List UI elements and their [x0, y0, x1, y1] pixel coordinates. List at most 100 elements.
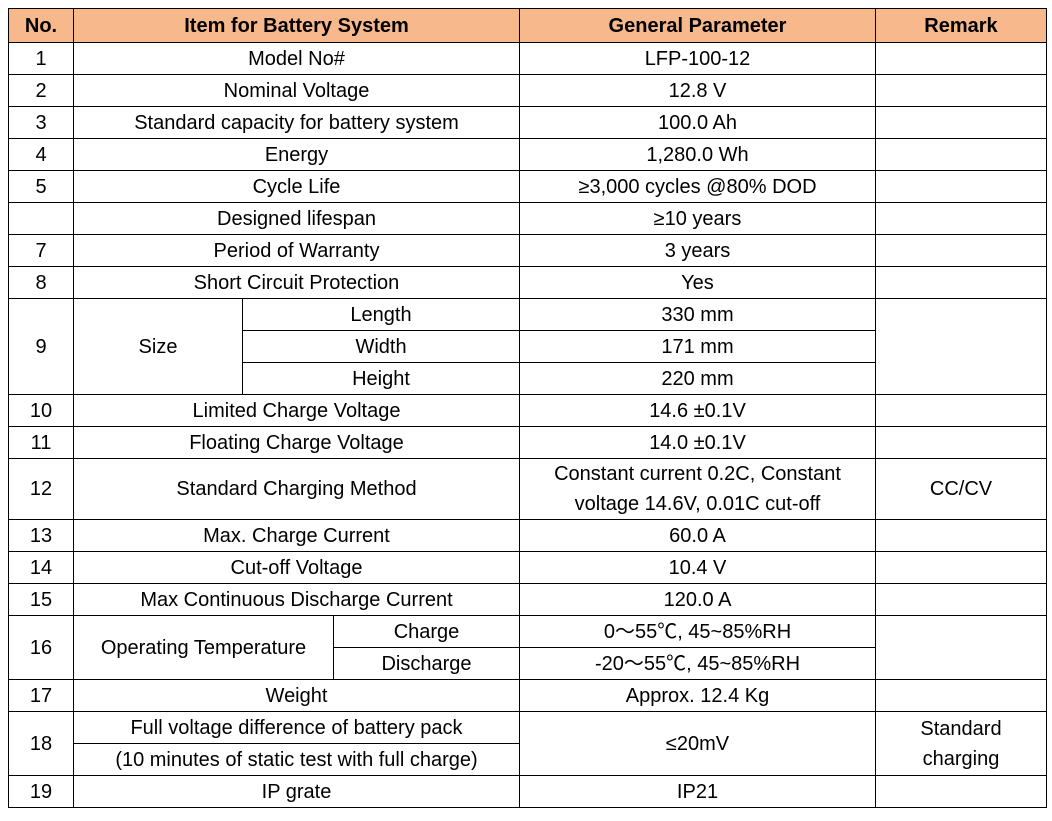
remark-cell: [875, 298, 1047, 395]
row-number: 19: [8, 775, 74, 808]
remark-cell: [875, 679, 1047, 712]
remark-cell: CC/CV: [875, 458, 1047, 520]
row-number: 7: [8, 234, 74, 267]
item-cell: Floating Charge Voltage: [73, 426, 520, 459]
item-cell: Designed lifespan: [73, 202, 520, 235]
remark-cell: [875, 202, 1047, 235]
parameter-cell: 12.8 V: [519, 74, 876, 107]
table-row: (10 minutes of static test with full cha…: [9, 743, 1047, 776]
table-row: 17 Weight Approx. 12.4 Kg: [8, 679, 1047, 712]
table-row: Designed lifespan ≥10 years: [8, 202, 1047, 235]
parameter-cell: ≥3,000 cycles @80% DOD: [519, 170, 876, 203]
parameter-cell: 330 mm: [519, 298, 876, 331]
remark-cell: [875, 138, 1047, 171]
parameter-cell: 14.0 ±0.1V: [519, 426, 876, 459]
header-row: No. Item for Battery System General Para…: [8, 8, 1047, 43]
table-row: 18 Full voltage difference of battery pac…: [8, 711, 1047, 776]
table-row: 8 Short Circuit Protection Yes: [8, 266, 1047, 299]
header-cell: Item for Battery System: [73, 8, 520, 43]
remark-cell: [875, 775, 1047, 808]
row-number: 13: [8, 519, 74, 552]
parameter-cell: Yes: [519, 266, 876, 299]
item-cell: Nominal Voltage: [73, 74, 520, 107]
item-cell: Full voltage difference of battery pack: [73, 711, 520, 744]
sub-item-cell: Charge: [333, 615, 520, 648]
table-row: 5 Cycle Life ≥3,000 cycles @80% DOD: [8, 170, 1047, 203]
remark-cell: [875, 583, 1047, 616]
parameter-cell: 14.6 ±0.1V: [519, 394, 876, 427]
row-number: 15: [8, 583, 74, 616]
table-row: 9 Size Length 330 mm: [8, 298, 1047, 395]
parameter-cell: 220 mm: [519, 362, 876, 395]
parameter-cell: Approx. 12.4 Kg: [519, 679, 876, 712]
remark-cell: Standard charging: [875, 711, 1047, 776]
row-number: 2: [8, 74, 74, 107]
parameter-cell: ≤20mV: [519, 711, 876, 776]
remark-cell: [875, 519, 1047, 552]
table-row: 19 IP grate IP21: [8, 775, 1047, 808]
row-number: 4: [8, 138, 74, 171]
row-number: 10: [8, 394, 74, 427]
parameter-cell: -20～55℃, 45~85%RH: [519, 647, 876, 680]
sub-item-cell: Height: [242, 362, 520, 395]
item-cell: IP grate: [73, 775, 520, 808]
table-row: Discharge -20～55℃, 45~85%RH: [9, 647, 1047, 680]
table-row: 4 Energy 1,280.0 Wh: [8, 138, 1047, 171]
parameter-cell: ≥10 years: [519, 202, 876, 235]
parameter-cell: 60.0 A: [519, 519, 876, 552]
item-cell: Short Circuit Protection: [73, 266, 520, 299]
remark-cell: [875, 551, 1047, 584]
parameter-cell: 100.0 Ah: [519, 106, 876, 139]
remark-cell: [875, 74, 1047, 107]
row-number: 1: [8, 42, 74, 75]
remark-cell: [875, 426, 1047, 459]
remark-cell: [875, 615, 1047, 680]
header-cell: No.: [8, 8, 74, 43]
item-cell: Max Continuous Discharge Current: [73, 583, 520, 616]
remark-cell: [875, 234, 1047, 267]
item-cell: Standard capacity for battery system: [73, 106, 520, 139]
table-row: 3 Standard capacity for battery system 100…: [8, 106, 1047, 139]
remark-cell: [875, 266, 1047, 299]
table-row: 1 Model No# LFP-100-12: [8, 42, 1047, 75]
sub-item-cell: Discharge: [333, 647, 520, 680]
table-row: Height 220 mm: [9, 362, 1047, 395]
parameter-cell: 0～55℃, 45~85%RH: [519, 615, 876, 648]
table-row: 2 Nominal Voltage 12.8 V: [8, 74, 1047, 107]
row-number: [8, 202, 74, 235]
item-cell: Cycle Life: [73, 170, 520, 203]
remark-cell: [875, 42, 1047, 75]
table-row: 12 Standard Charging Method Constant curre…: [8, 458, 1047, 520]
table-row: 15 Max Continuous Discharge Current 120.0 …: [8, 583, 1047, 616]
table-row: 10 Limited Charge Voltage 14.6 ±0.1V: [8, 394, 1047, 427]
header-cell: General Parameter: [519, 8, 876, 43]
parameter-cell: Constant current 0.2C, Constant voltage …: [519, 458, 876, 520]
item-cell: Max. Charge Current: [73, 519, 520, 552]
parameter-cell: LFP-100-12: [519, 42, 876, 75]
parameter-cell: 10.4 V: [519, 551, 876, 584]
parameter-cell: 1,280.0 Wh: [519, 138, 876, 171]
row-number: 18: [8, 711, 74, 776]
remark-cell: [875, 170, 1047, 203]
item-cell: Energy: [73, 138, 520, 171]
item-cell: Model No#: [73, 42, 520, 75]
table-row: Width 171 mm: [9, 330, 1047, 363]
spec-table: No. Item for Battery System General Para…: [8, 8, 1047, 808]
item-cell: Size: [73, 298, 243, 395]
row-number: 17: [8, 679, 74, 712]
sub-item-cell: Width: [242, 330, 520, 363]
table-body: 1 Model No# LFP-100-12 2 Nominal Voltage 12.8…: [8, 42, 1047, 808]
item-cell: Weight: [73, 679, 520, 712]
table-row: 7 Period of Warranty 3 years: [8, 234, 1047, 267]
table-row: 13 Max. Charge Current 60.0 A: [8, 519, 1047, 552]
header-cell: Remark: [875, 8, 1047, 43]
row-number: 16: [8, 615, 74, 680]
parameter-cell: IP21: [519, 775, 876, 808]
item-cell: Standard Charging Method: [73, 458, 520, 520]
table-row: 16 Operating Temperature Charge 0～55℃, 45~8…: [8, 615, 1047, 680]
table-row: 14 Cut-off Voltage 10.4 V: [8, 551, 1047, 584]
remark-cell: [875, 106, 1047, 139]
item-cell: (10 minutes of static test with full cha…: [73, 743, 520, 776]
remark-cell: [875, 394, 1047, 427]
